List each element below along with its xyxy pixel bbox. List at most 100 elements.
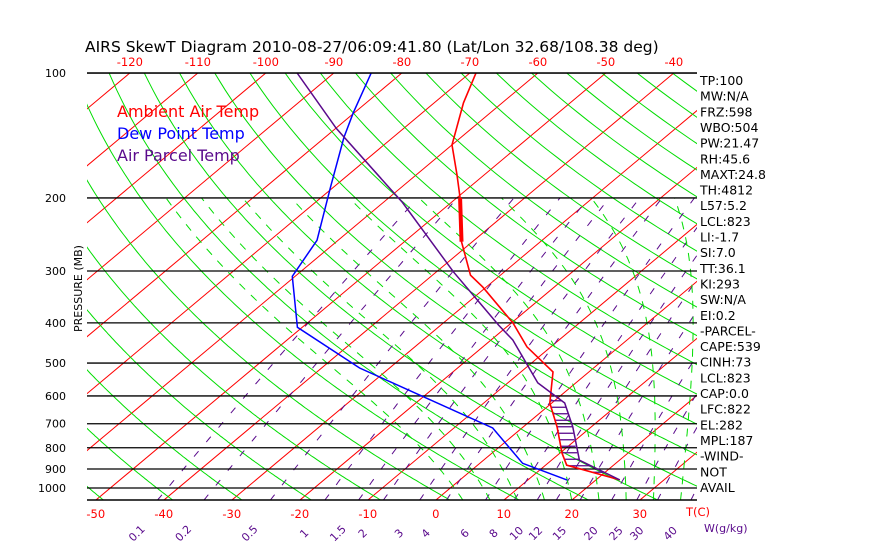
isotherm-line [776,73,870,500]
isotherm-line [503,337,697,500]
index-label: MPL:187 [700,433,753,448]
pressure-tick-label: 600 [45,390,66,403]
moist-adiabat-line [418,197,600,500]
plot-grid [0,64,870,502]
legend: Ambient Air Temp Dew Point Temp Air Parcel… [117,102,259,165]
dry-adiabat-line [108,73,590,500]
mixing-ratio-tick-label: 1 [297,526,311,540]
index-label: -WIND- [700,449,744,464]
isotherm-line [367,223,697,500]
temp-tick-label-bottom: -40 [154,507,173,521]
dry-adiabat-line [495,73,697,225]
dry-adiabat-line [0,64,36,502]
isotherm-line [299,166,697,500]
mixing-ratio-line [324,197,561,500]
index-label: EL:282 [700,417,743,432]
mixing-ratio-tick-label: 12 [526,524,545,543]
dry-adiabat-line [764,64,870,502]
index-label: AVAIL [700,480,735,495]
index-label: EI:0.2 [700,308,736,323]
pressure-tick-label: 700 [45,418,66,431]
dry-adiabat-line [214,73,697,456]
mixing-ratio-tick-label: 0.5 [239,523,261,545]
isotherm-line [87,73,471,395]
isotherm-line [95,73,607,500]
temp-tick-label-bottom: 0 [432,507,439,521]
mixing-ratio-tick-label: 40 [661,524,680,543]
legend-item-parcel: Air Parcel Temp [117,146,240,165]
pressure-tick-label: 500 [45,357,66,370]
index-label: CAPE:539 [700,339,761,354]
moist-adiabat-line [165,197,464,500]
index-label: RH:45.6 [700,151,750,166]
mixing-ratio-tick-label: 0.2 [173,523,195,545]
dry-adiabat-line [87,369,243,500]
temp-tick-label-top: -60 [528,55,547,69]
dry-adiabat-line [354,73,697,337]
stability-indices: TP:100MW:N/AFRZ:598WBO:504PW:21.47RH:45.… [699,73,766,495]
moist-adiabat-line [348,197,573,500]
temp-tick-label-bottom: -50 [86,507,105,521]
index-label: SW:N/A [700,292,746,307]
y-axis-label: PRESSURE (MB) [72,245,85,332]
index-label: PW:21.47 [700,136,759,151]
mixing-ratio-tick-label: 8 [487,526,501,540]
mixing-ratio-tick-label: 4 [419,526,433,540]
index-label: LFC:822 [700,402,751,417]
dry-adiabat-line [425,73,697,280]
isotherm-line [231,109,697,500]
index-label: KI:293 [700,276,740,291]
pressure-tick-label: 100 [45,67,66,80]
pressure-tick-label: 200 [45,192,66,205]
temp-tick-label-bottom: -10 [358,507,377,521]
legend-item-ambient: Ambient Air Temp [117,102,259,121]
parcel-profile-line [296,73,621,481]
mixing-ratio-unit-label: W(g/kg) [704,522,748,535]
temp-unit-label: T(C) [685,505,710,519]
dry-adiabat-line [87,485,105,500]
pressure-tick-label: 400 [45,317,66,330]
dry-adiabat-line [284,73,697,395]
temp-tick-label-top: -80 [392,55,411,69]
index-label: LCL:823 [700,214,751,229]
mixing-ratio-tick-label: 2 [356,526,370,540]
dry-adiabat-line [178,73,697,487]
isotherm-line [163,73,675,500]
dry-adiabat-line [390,73,697,308]
temp-tick-label-top: -110 [185,55,211,69]
index-label: L57:5.2 [700,198,747,213]
mixing-ratio-line [157,197,418,500]
isotherm-line [87,73,267,224]
index-label: CAP:0.0 [700,386,749,401]
temp-tick-label-bottom: 20 [564,507,579,521]
chart-title: AIRS SkewT Diagram 2010-08-27/06:09:41.8… [85,38,659,56]
index-label: TT:36.1 [699,261,746,276]
moist-adiabat-line [501,197,627,500]
mixing-ratio-line [419,197,641,500]
mixing-ratio-tick-label: 10 [507,524,526,543]
dry-adiabat-line [834,64,870,502]
index-label: SI:7.0 [700,245,736,260]
cape-hatching [549,393,618,480]
mixing-ratio-tick-label: 30 [627,524,646,543]
isotherm-line [87,73,335,281]
temp-tick-label-top: -50 [596,55,615,69]
pressure-tick-label: 800 [45,442,66,455]
dry-adiabat-line [87,103,521,500]
temp-tick-label-bottom: -30 [222,507,241,521]
mixing-ratio-tick-label: 25 [607,524,626,543]
dry-adiabat-line [87,427,174,500]
index-label: WBO:504 [700,120,758,135]
mixing-ratio-line [358,197,589,500]
temp-tick-label-top: -40 [664,55,683,69]
index-label: MAXT:24.8 [700,167,766,182]
isotherm-line [87,73,199,167]
isotherm-line [0,73,62,500]
pressure-tick-label: 300 [45,265,66,278]
index-label: NOT [700,464,727,479]
mixing-ratio-line [445,197,663,500]
dry-adiabat-line [87,179,451,500]
temp-tick-label-bottom: 10 [496,507,511,521]
temp-tick-label-top: -120 [117,55,143,69]
